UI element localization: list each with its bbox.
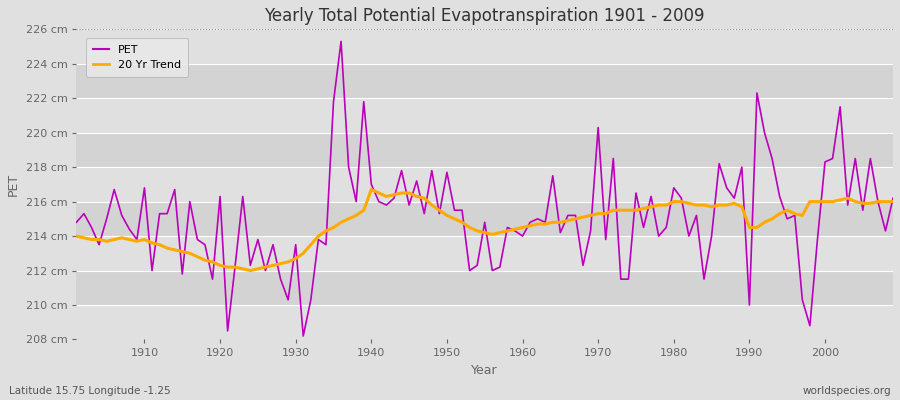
Bar — [76, 29, 893, 64]
Bar — [76, 167, 893, 202]
Title: Yearly Total Potential Evapotranspiration 1901 - 2009: Yearly Total Potential Evapotranspiratio… — [265, 7, 705, 25]
Bar — [76, 64, 893, 98]
X-axis label: Year: Year — [472, 364, 498, 377]
Y-axis label: PET: PET — [7, 173, 20, 196]
Bar — [76, 133, 893, 167]
Bar — [76, 305, 893, 340]
Bar — [76, 202, 893, 236]
Text: worldspecies.org: worldspecies.org — [803, 386, 891, 396]
Text: Latitude 15.75 Longitude -1.25: Latitude 15.75 Longitude -1.25 — [9, 386, 171, 396]
Bar — [76, 270, 893, 305]
Bar — [76, 98, 893, 133]
Legend: PET, 20 Yr Trend: PET, 20 Yr Trend — [86, 38, 188, 77]
Bar — [76, 236, 893, 270]
